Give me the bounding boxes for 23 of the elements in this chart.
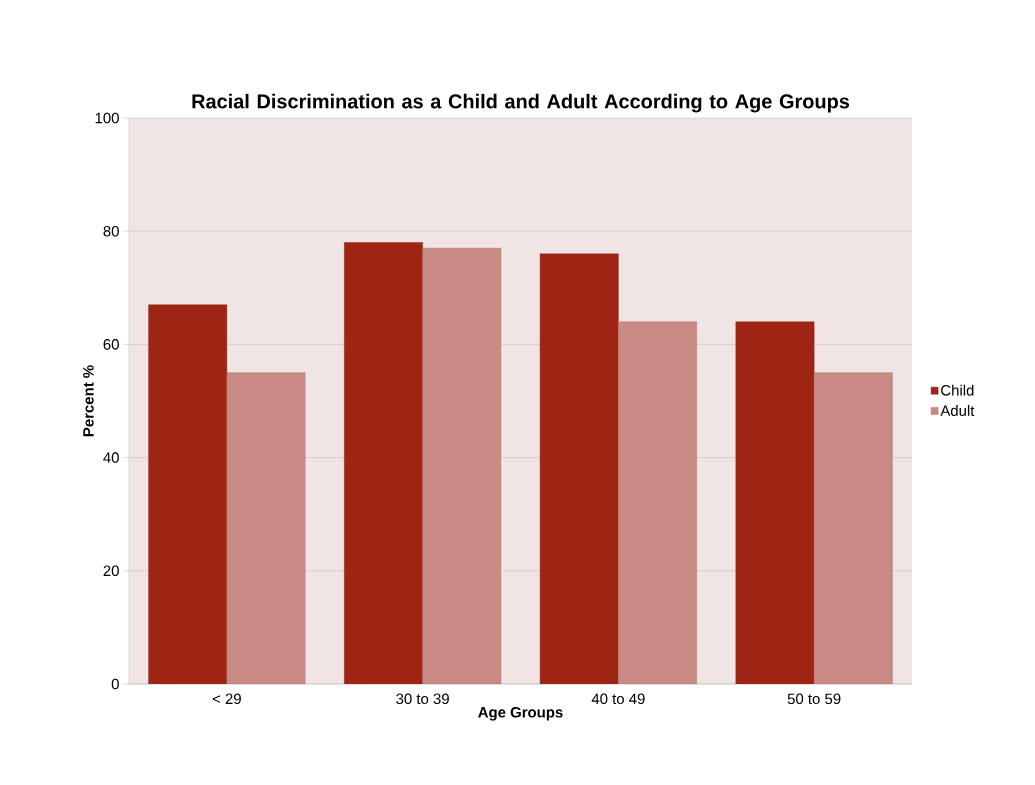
- legend-label: Adult: [940, 404, 975, 416]
- y-tick-label: 60: [103, 339, 119, 350]
- bar: [618, 321, 697, 684]
- legend-label: Child: [941, 384, 974, 396]
- bar: [813, 372, 893, 684]
- x-tick-label: 50 to 59: [787, 693, 841, 705]
- y-axis-title: Percent %: [83, 365, 94, 437]
- bar: [226, 372, 306, 684]
- bar: [539, 253, 619, 684]
- bar: [735, 321, 815, 684]
- y-tick-label: 40: [103, 452, 119, 463]
- y-tick-label: 100: [95, 112, 119, 124]
- x-tick-label: 30 to 39: [396, 693, 449, 705]
- bar: [422, 247, 502, 684]
- x-tick-label: < 29: [212, 693, 241, 705]
- y-tick-label: 0: [111, 678, 119, 690]
- x-tick-label: 40 to 49: [591, 693, 645, 705]
- bar: [344, 242, 423, 684]
- x-axis-title: Age Groups: [478, 706, 563, 721]
- y-tick-label: 20: [103, 565, 119, 577]
- bar: [148, 304, 228, 684]
- chart-title: Racial Discrimination as a Child and Adult According to Age Groups: [192, 93, 850, 113]
- y-tick-label: 80: [103, 225, 119, 237]
